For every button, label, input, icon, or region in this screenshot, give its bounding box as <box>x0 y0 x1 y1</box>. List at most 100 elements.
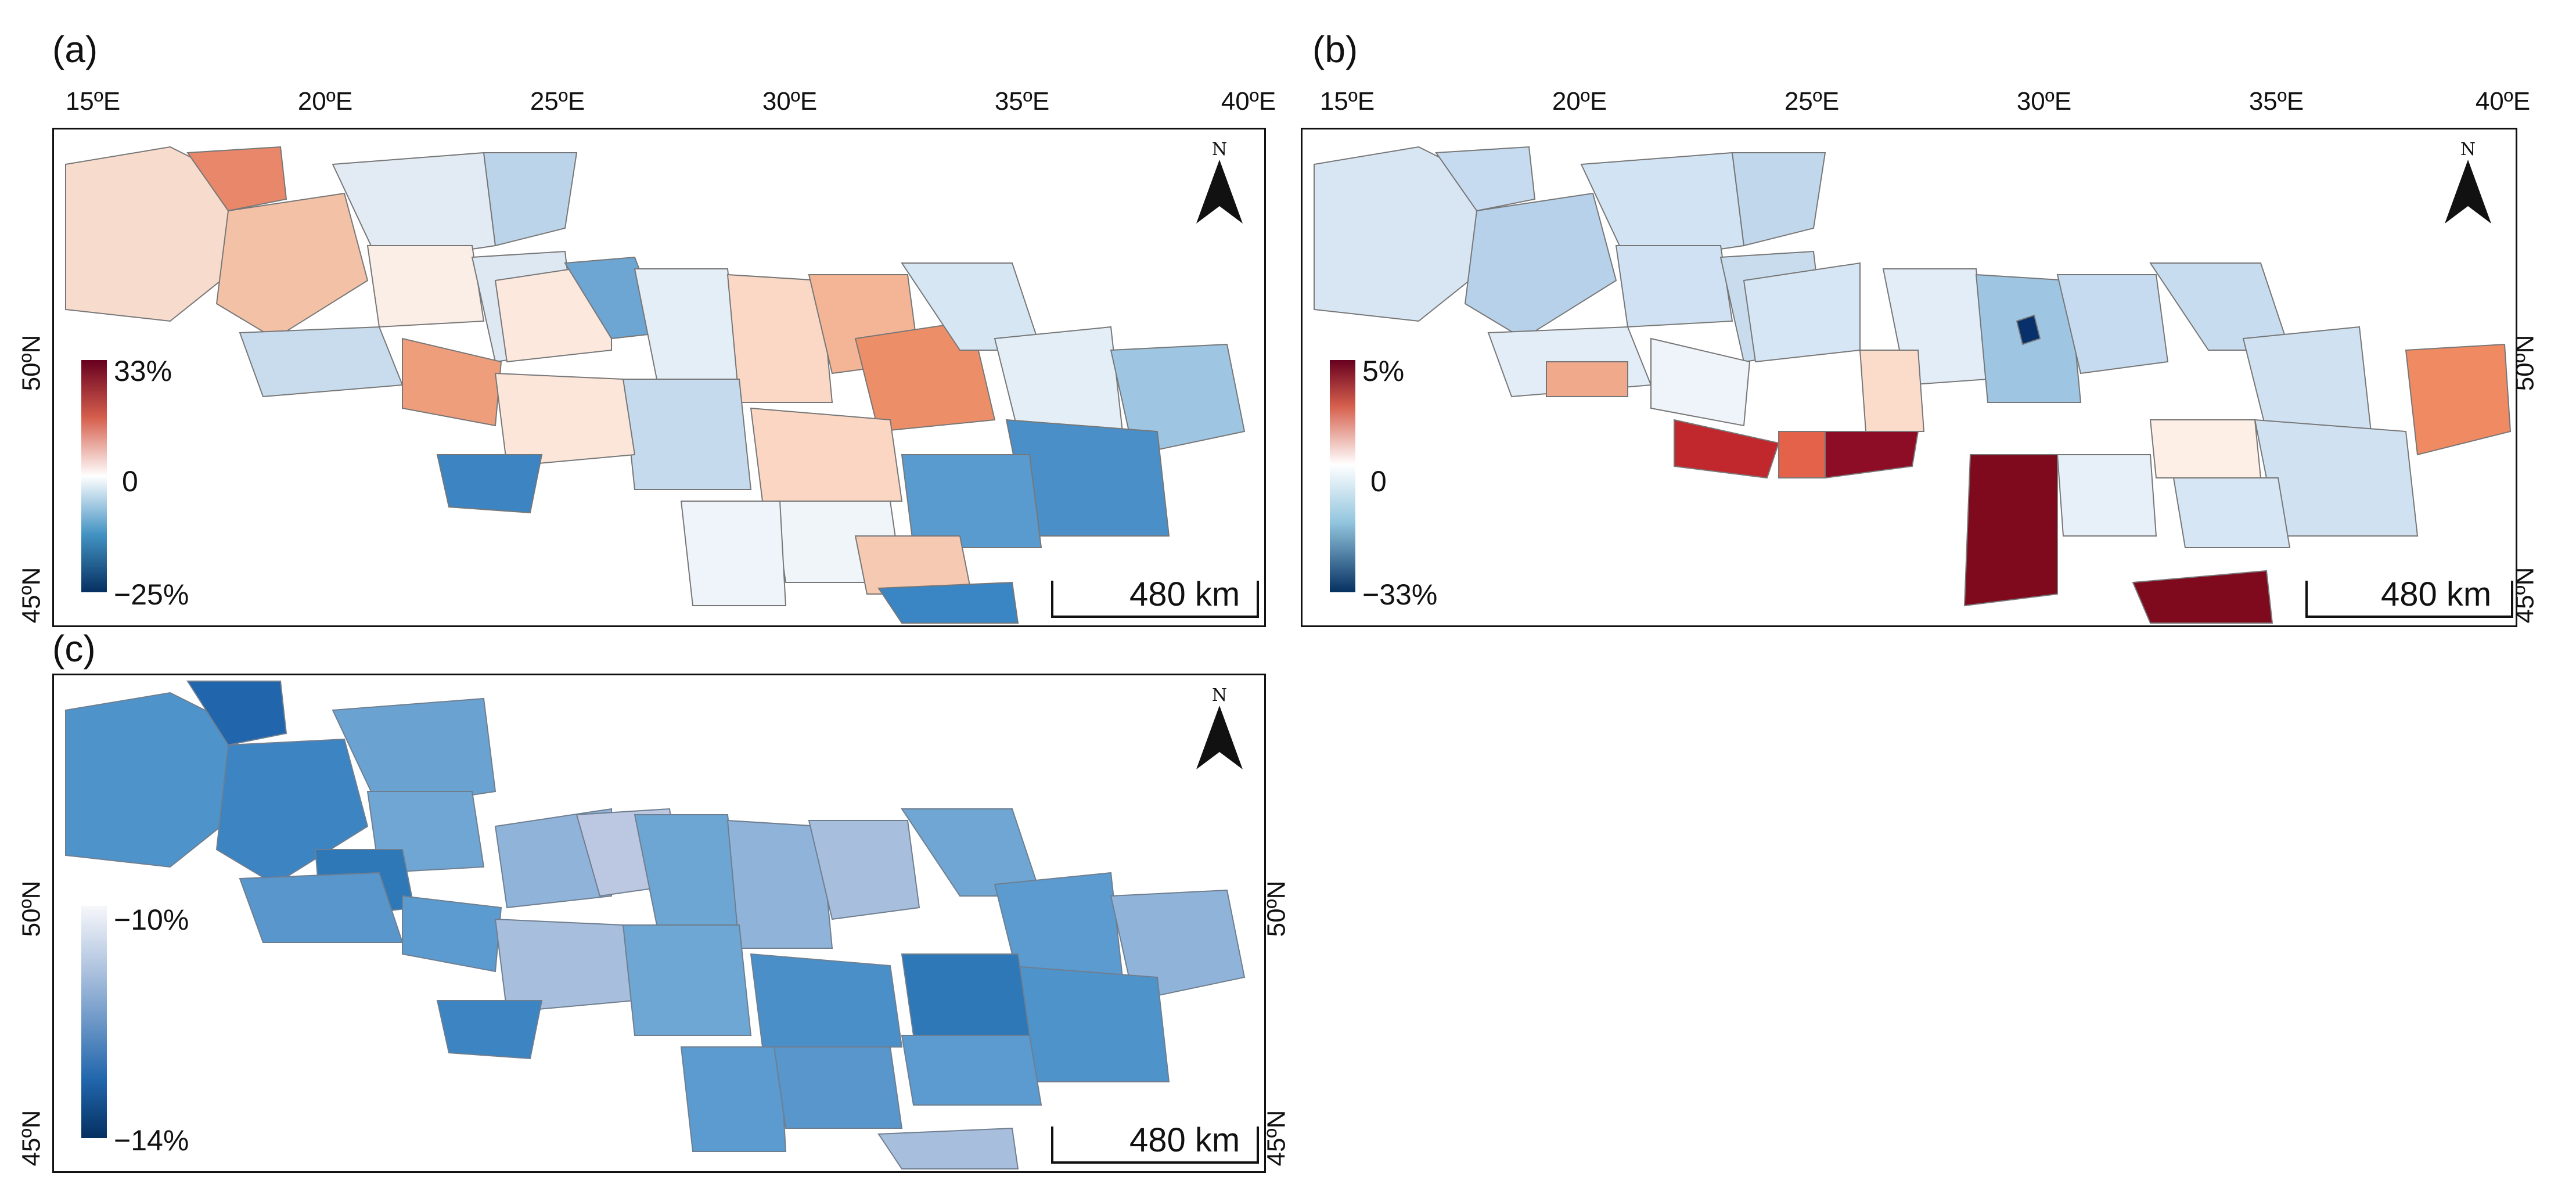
lon-tick: 35ºE <box>2248 87 2304 116</box>
scale-bar <box>1051 581 1259 618</box>
lon-tick: 25ºE <box>1784 87 1840 116</box>
region-crimea <box>877 581 1019 624</box>
region-zhytomyr <box>634 814 740 932</box>
region-vinnytsia <box>622 379 752 490</box>
region-khmelnytskyi <box>494 918 636 1013</box>
lat-tick: 45ºN <box>17 1110 46 1167</box>
north-arrow-icon <box>2445 160 2491 224</box>
north-arrow: N <box>1196 685 1243 772</box>
lon-tick: 40ºE <box>1221 87 1276 116</box>
region-zhytomyr <box>634 268 740 386</box>
region-khmelnytskyi <box>494 372 636 467</box>
region-vinnytsia <box>622 924 752 1036</box>
region-podkarpackie <box>402 337 502 427</box>
region-luhansk <box>1110 343 1246 456</box>
lon-tick: 30ºE <box>2016 87 2072 116</box>
region-crimea <box>877 1127 1019 1169</box>
region-pomorskie <box>1435 146 1536 212</box>
lon-tick: 20ºE <box>297 87 353 116</box>
lat-tick: 50ºN <box>17 880 46 937</box>
region-dnipro <box>901 953 1031 1036</box>
region-chernivtsi <box>436 454 543 514</box>
lat-tick: 45ºN <box>1262 1110 1291 1167</box>
choropleth-map <box>65 146 1246 624</box>
legend-top-label: 33% <box>114 355 172 387</box>
north-label: N <box>2460 139 2476 160</box>
region-kyiv-city <box>2016 314 2041 346</box>
legend-colorbar <box>1330 360 1355 592</box>
region-podkarpackie <box>1650 337 1751 427</box>
lon-tick: 15ºE <box>65 87 121 116</box>
region-podkarpackie <box>402 895 502 973</box>
scale-bar <box>1051 1127 1259 1164</box>
map-frame <box>52 674 1266 1173</box>
region-ivano-frankivsk <box>1778 431 1826 478</box>
north-arrow-icon <box>1196 706 1243 769</box>
north-arrow: N <box>1196 139 1243 226</box>
region-silesia <box>1546 361 1628 397</box>
region-podlaskie <box>1731 152 1826 247</box>
region-zakarpattia <box>1674 419 1780 479</box>
scale-label: 480 km <box>1129 1121 1240 1159</box>
scale-bar <box>2305 581 2513 618</box>
legend-top-label: −10% <box>114 904 189 936</box>
region-kharkiv <box>2242 326 2372 432</box>
lon-tick: 40ºE <box>2475 87 2531 116</box>
panel-label: (c) <box>52 628 96 670</box>
region-zaporizhzhia <box>2172 477 2291 548</box>
panel-label: (a) <box>52 28 98 70</box>
legend-colorbar <box>81 906 107 1138</box>
legend-bottom-label: −33% <box>1362 578 1438 611</box>
region-mazowieckie <box>1615 245 1733 328</box>
lon-tick: 15ºE <box>1319 87 1375 116</box>
region-podlaskie <box>483 152 578 247</box>
legend-bottom-label: −25% <box>114 578 189 611</box>
north-label: N <box>1211 685 1228 706</box>
region-kharkiv <box>994 326 1124 432</box>
north-arrow-icon <box>1196 160 1243 224</box>
choropleth-map <box>65 681 1246 1169</box>
legend-bottom-label: −14% <box>114 1124 189 1157</box>
region-poland-central <box>1464 192 1617 340</box>
choropleth-map <box>1314 146 2512 624</box>
region-pomorskie <box>186 146 287 212</box>
region-mykolaiv <box>773 1046 903 1129</box>
legend-mid-label: 0 <box>122 465 138 498</box>
legend-top-label: 5% <box>1362 355 1405 387</box>
region-chernihiv <box>808 820 920 920</box>
region-kirovohrad <box>2149 419 2262 478</box>
region-kirovohrad <box>750 953 903 1048</box>
region-chernivtsi <box>1825 431 1919 479</box>
north-arrow: N <box>2445 139 2491 226</box>
region-poland-central <box>215 192 369 340</box>
region-odesa <box>680 1046 787 1152</box>
map-frame <box>52 128 1266 627</box>
region-volyn <box>1743 262 1861 363</box>
lat-tick: 50ºN <box>17 334 46 391</box>
lon-tick: 25ºE <box>530 87 585 116</box>
north-label: N <box>1211 139 1228 160</box>
region-mykolaiv <box>2056 454 2157 537</box>
lon-tick: 35ºE <box>994 87 1050 116</box>
legend-colorbar <box>81 360 107 592</box>
region-crimea <box>2132 570 2273 624</box>
region-poland-east <box>332 697 497 810</box>
region-odesa <box>1963 454 2058 607</box>
region-kyiv <box>726 273 833 403</box>
region-luhansk <box>1110 889 1246 1002</box>
region-chernivtsi <box>436 1000 543 1060</box>
region-luhansk <box>2405 343 2512 456</box>
region-odesa <box>680 501 787 606</box>
scale-label: 480 km <box>2381 575 2492 613</box>
lon-tick: 30ºE <box>762 87 818 116</box>
region-zaporizhzhia <box>901 454 1042 548</box>
region-malopolska <box>239 326 404 398</box>
region-kyiv <box>726 819 833 949</box>
legend-mid-label: 0 <box>1370 465 1387 498</box>
region-ternopil <box>1859 350 1925 432</box>
region-pomorskie <box>186 681 287 746</box>
region-mazowieckie <box>366 245 485 328</box>
lon-tick: 20ºE <box>1552 87 1607 116</box>
region-chernihiv <box>2056 274 2169 375</box>
region-zaporizhzhia <box>901 1035 1042 1106</box>
